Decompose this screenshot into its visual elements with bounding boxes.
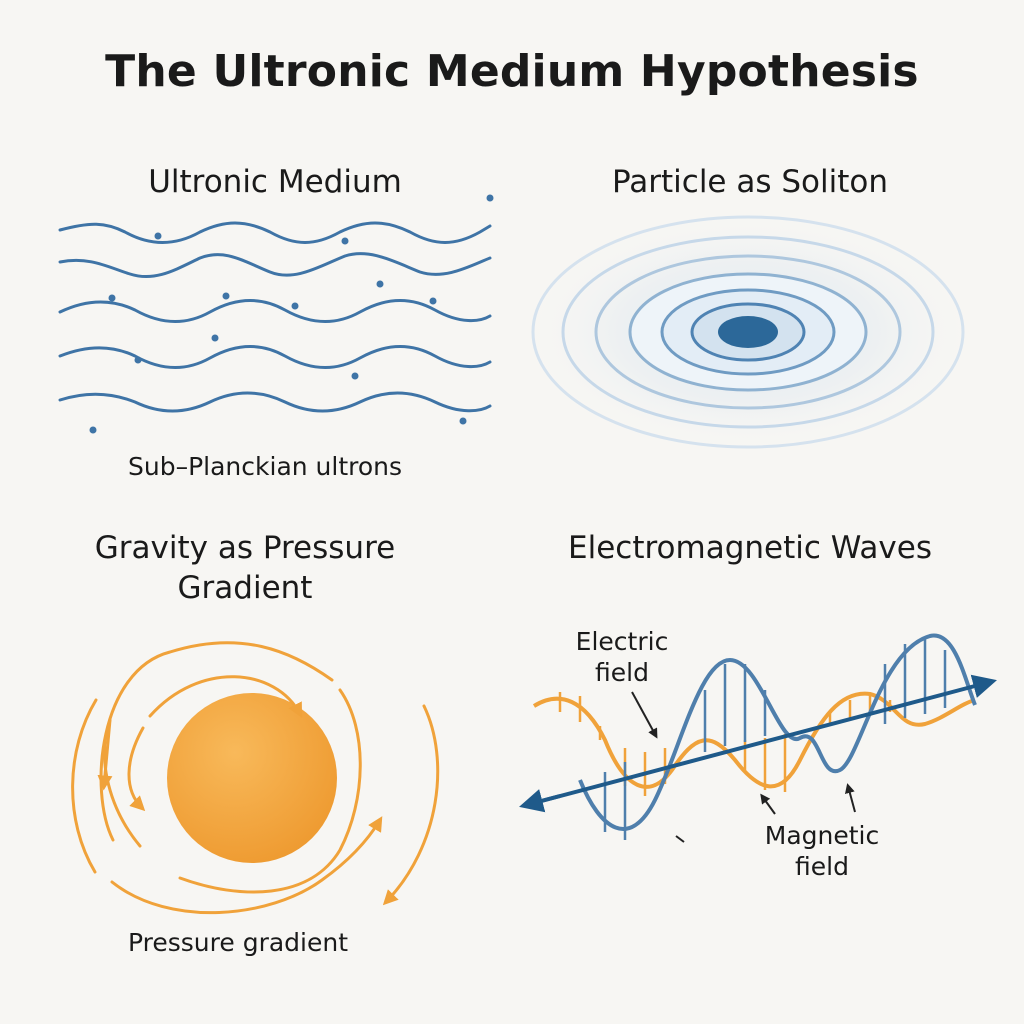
ultron-dot [351,372,359,380]
gravity-diagram [71,641,440,915]
ultron-dot [486,194,494,202]
ultron-particles [89,194,494,434]
medium-wave-2 [58,252,492,279]
ultrons-caption: Sub–Planckian ultrons [128,452,403,481]
ultronic-medium-title: Ultronic Medium [148,164,402,200]
ultron-dot [211,334,219,342]
pressure-arc [103,718,142,848]
ultron-dot [134,356,142,364]
electric-pointer [631,691,658,739]
gravity-title: Gravity as Pressure Gradient [40,528,450,608]
medium-waves [58,221,492,413]
pressure-caption: Pressure gradient [128,928,349,957]
pressure-arc [71,698,98,874]
ultron-dot [108,294,116,302]
ultron-dot [341,237,349,245]
magnetic-wave [578,633,977,831]
pressure-arc [97,718,113,791]
page-title: The Ultronic Medium Hypothesis [105,46,919,97]
propagation-axis-tail [519,789,561,813]
pressure-arc [110,816,383,915]
electric-field-label-line2: field [595,658,649,687]
propagation-axis [529,674,997,806]
soliton-ring [561,235,935,429]
electric-field-label-line1: Electric [575,627,669,656]
em-waves-title: Electromagnetic Waves [568,530,932,566]
soliton-ring [594,254,902,410]
ultron-dot [429,297,437,305]
medium-wave-3 [58,299,492,323]
particle-soliton-title: Particle as Soliton [611,164,889,200]
soliton-core [718,316,778,348]
pressure-arc [148,675,303,718]
gravity-title-line2: Gradient [177,570,313,606]
gravity-title-line1: Gravity as Pressure [94,530,396,566]
medium-wave-1 [58,221,492,244]
pressure-arc [127,726,146,812]
ultron-dot [376,280,384,288]
magnetic-pointer [760,793,776,815]
mass-sphere [167,693,337,863]
pressure-arc [382,704,440,906]
electric-wave [532,691,976,789]
magnetic-pointer [844,783,856,813]
ultron-dot [222,292,230,300]
ultron-dot [459,417,467,425]
small-tick [675,835,685,843]
magnetic-field-label-line1: Magnetic [764,821,880,850]
soliton-ring-outer [531,215,965,449]
ultron-dot [154,232,162,240]
electric-field-label: Electric field [562,626,682,688]
medium-wave-4 [58,345,492,369]
ultron-dot [89,426,97,434]
ultron-dot [291,302,299,310]
soliton-rings [528,214,968,450]
pressure-arc [178,688,362,894]
medium-wave-5 [58,391,492,413]
magnetic-field-label-line2: field [795,852,849,881]
magnetic-field-label: Magnetic field [752,820,892,882]
em-diagram [519,633,997,843]
